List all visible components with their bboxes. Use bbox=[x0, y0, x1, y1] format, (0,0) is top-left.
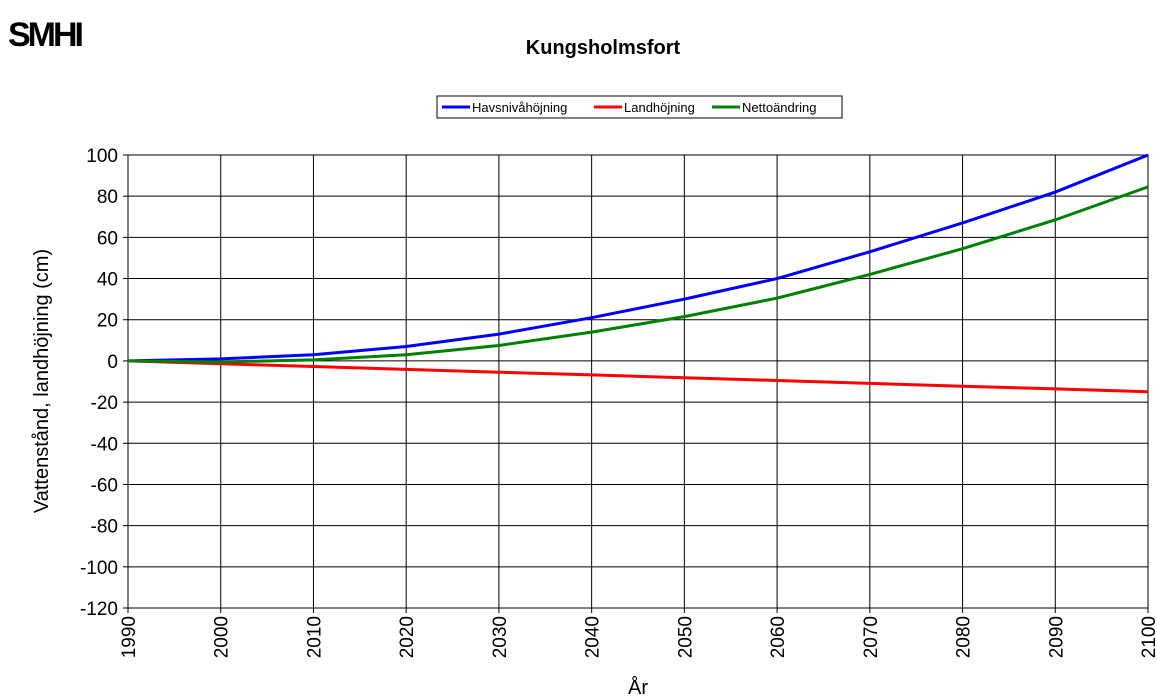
x-tick-label: 2090 bbox=[1046, 616, 1067, 658]
x-tick-label: 2030 bbox=[490, 616, 511, 658]
y-tick-label: 20 bbox=[97, 311, 118, 332]
x-tick-label: 2010 bbox=[304, 616, 325, 658]
y-tick-label: -100 bbox=[80, 558, 118, 579]
chart-title: Kungsholmsfort bbox=[526, 37, 681, 59]
x-tick-label: 2000 bbox=[212, 616, 233, 658]
x-tick-label: 2060 bbox=[768, 616, 789, 658]
x-tick-label: 2070 bbox=[861, 616, 882, 658]
x-tick-label: 1990 bbox=[119, 616, 140, 658]
y-tick-label: 0 bbox=[107, 352, 118, 373]
plot-border bbox=[127, 154, 1149, 609]
x-tick-label: 2080 bbox=[954, 616, 975, 658]
y-axis-label: Vattenstånd, landhöjning (cm) bbox=[31, 249, 53, 513]
y-tick-label: 60 bbox=[97, 228, 118, 249]
y-tick-label: -20 bbox=[91, 393, 118, 414]
y-tick-label: -80 bbox=[91, 517, 118, 538]
y-tick-label: 100 bbox=[86, 146, 118, 167]
y-tick-label: -40 bbox=[91, 434, 118, 455]
logo: SMHI bbox=[8, 16, 83, 54]
series-line bbox=[127, 185, 1149, 364]
y-tick-label: 40 bbox=[97, 270, 118, 291]
legend-label: Havsnivåhöjning bbox=[472, 100, 567, 115]
x-tick-label: 2020 bbox=[397, 616, 418, 658]
x-tick-label: 2050 bbox=[675, 616, 696, 658]
y-tick-label: -60 bbox=[91, 475, 118, 496]
series-line bbox=[127, 153, 1149, 363]
legend-label: Nettoändring bbox=[742, 100, 816, 115]
x-tick-label: 2100 bbox=[1139, 616, 1157, 658]
y-tick-label: -120 bbox=[80, 599, 118, 620]
legend-box bbox=[436, 95, 843, 119]
x-tick-label: 2040 bbox=[583, 616, 604, 658]
x-axis-label: År bbox=[628, 676, 648, 699]
y-tick-label: 80 bbox=[97, 187, 118, 208]
series-line bbox=[127, 359, 1149, 394]
legend-label: Landhöjning bbox=[624, 100, 695, 115]
